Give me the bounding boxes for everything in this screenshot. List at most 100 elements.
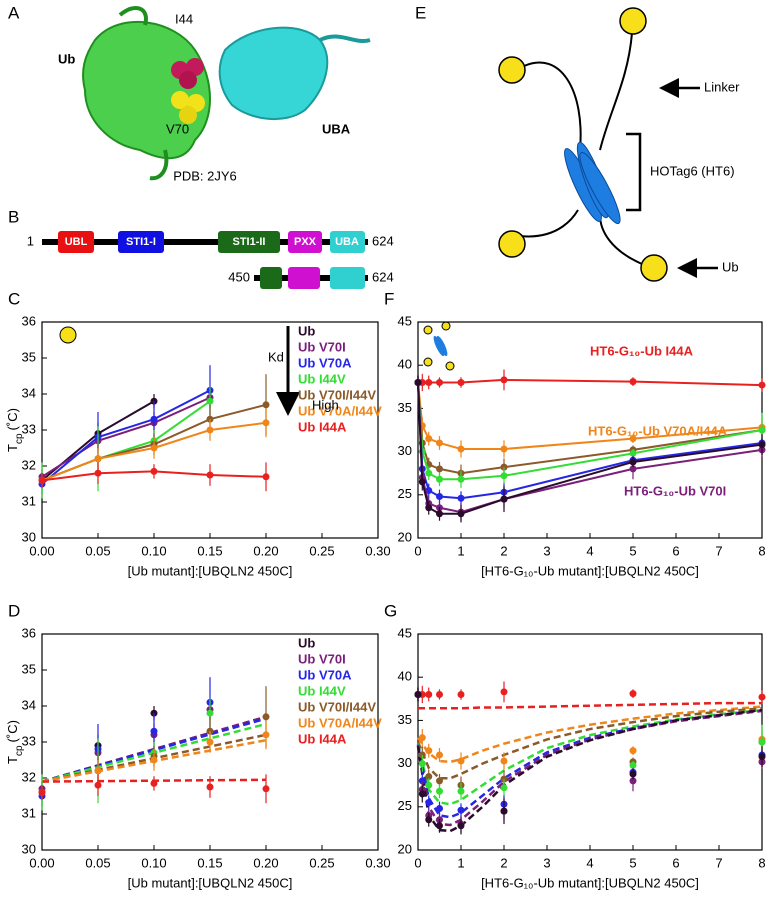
- data-point: [500, 495, 508, 503]
- y-tick-label: 35: [398, 400, 412, 415]
- x-tick-label: 0.20: [253, 855, 278, 870]
- data-point: [629, 449, 637, 457]
- data-point: [629, 690, 637, 698]
- data-point: [457, 445, 465, 453]
- x-tick-label: 0.25: [309, 855, 334, 870]
- x-tick-label: 0.30: [365, 543, 390, 558]
- x-tick-label: 0: [414, 543, 421, 558]
- y-tick-label: 35: [22, 661, 36, 676]
- linker-label: Linker: [704, 79, 740, 94]
- data-point: [457, 494, 465, 502]
- x-tick-label: 5: [629, 855, 636, 870]
- y-tick-label: 40: [398, 357, 412, 372]
- data-point: [262, 731, 270, 739]
- fit-curve: [416, 707, 763, 780]
- x-tick-label: 7: [715, 543, 722, 558]
- annotation: Kd: [268, 349, 284, 364]
- residue-label: V70: [166, 121, 189, 136]
- data-point: [758, 738, 766, 746]
- data-point: [457, 806, 465, 814]
- data-point: [38, 476, 46, 484]
- x-axis-label: [Ub mutant]:[UBQLN2 450C]: [128, 875, 293, 890]
- y-tick-label: 45: [398, 313, 412, 328]
- data-point: [425, 798, 433, 806]
- data-point: [425, 486, 433, 494]
- data-point: [629, 777, 637, 785]
- y-axis-label-part: T: [5, 444, 20, 452]
- data-point: [629, 378, 637, 386]
- data-point: [457, 378, 465, 386]
- y-tick-label: 31: [22, 493, 36, 508]
- legend-entry: Ub I44V: [298, 683, 346, 698]
- data-point: [457, 787, 465, 795]
- x-tick-label: 0.15: [197, 855, 222, 870]
- legend-entry: Ub I44A: [298, 419, 347, 434]
- data-point: [500, 472, 508, 480]
- domain-name: STI1-II: [232, 236, 265, 248]
- data-point: [425, 690, 433, 698]
- legend-entry: Ub V70I: [298, 651, 346, 666]
- fit-curve: [416, 705, 763, 764]
- y-tick-label: 20: [398, 529, 412, 544]
- data-point: [94, 469, 102, 477]
- data-point: [436, 751, 443, 759]
- data-point: [500, 807, 508, 815]
- ub-label: Ub: [722, 259, 739, 274]
- panel-label: A: [8, 3, 20, 22]
- data-point: [206, 738, 214, 746]
- domain-label: UBA: [322, 121, 351, 136]
- data-point: [150, 779, 158, 787]
- y-axis-label: Tcp (˚C): [5, 720, 25, 764]
- ub-spheres: [498, 7, 668, 282]
- data-point: [629, 747, 637, 755]
- data-point: [262, 401, 270, 409]
- data-point: [436, 510, 443, 518]
- series-line: [41, 389, 211, 485]
- series-line: [41, 400, 211, 482]
- legend-entry: Ub V70I/I44V: [298, 699, 376, 714]
- legend-entry: Ub V70I/I44V: [298, 387, 376, 402]
- data-point: [262, 713, 270, 721]
- data-point: [206, 426, 214, 434]
- y-axis-label: Tcp (˚C): [5, 408, 25, 452]
- residue-label: I44: [175, 11, 193, 26]
- data-point: [418, 478, 426, 486]
- fit-curve: [416, 709, 763, 819]
- data-point: [629, 761, 637, 769]
- data-point: [629, 458, 637, 466]
- y-tick-label: 30: [22, 841, 36, 856]
- x-tick-label: 0.00: [29, 543, 54, 558]
- data-point: [629, 435, 637, 443]
- data-point: [262, 785, 270, 793]
- data-point: [206, 397, 214, 405]
- data-point: [629, 770, 637, 778]
- legend-entry: Ub V70A/I44V: [298, 403, 382, 418]
- y-axis-label-part: (˚C): [5, 720, 20, 742]
- data-point: [457, 690, 465, 698]
- y-tick-label: 35: [22, 349, 36, 364]
- x-tick-label: 0.30: [365, 855, 390, 870]
- data-point: [758, 426, 766, 434]
- x-tick-label: 0.15: [197, 543, 222, 558]
- data-point: [262, 473, 270, 481]
- data-point: [758, 753, 766, 761]
- data-point: [150, 467, 158, 475]
- series-line: [417, 382, 763, 475]
- data-point: [436, 493, 443, 501]
- data-point: [414, 690, 422, 698]
- x-tick-label: 0.10: [141, 543, 166, 558]
- domain-name: STI1-I: [126, 236, 156, 248]
- y-axis-label-part: cp: [14, 745, 25, 756]
- data-point: [758, 441, 766, 449]
- hotag-label: HOTag6 (HT6): [650, 163, 735, 178]
- x-tick-label: 8: [758, 855, 765, 870]
- y-tick-label: 30: [398, 443, 412, 458]
- data-point: [94, 455, 102, 463]
- data-point: [758, 381, 766, 389]
- y-tick-label: 32: [22, 457, 36, 472]
- data-point: [500, 445, 508, 453]
- x-tick-label: 0.20: [253, 543, 278, 558]
- data-point: [262, 419, 270, 427]
- x-tick-label: 0.05: [85, 543, 110, 558]
